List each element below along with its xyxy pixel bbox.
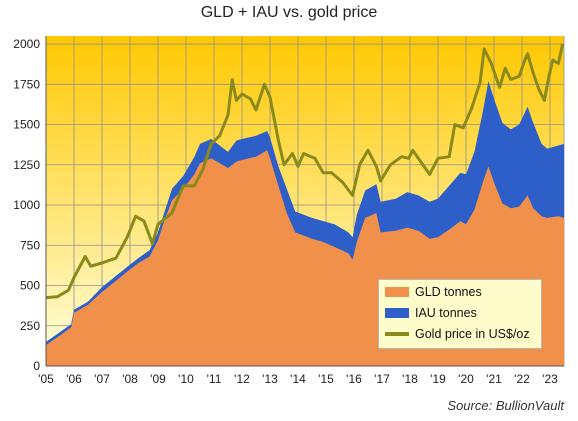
x-tick-label: '08: [122, 372, 138, 386]
legend-label-iau: IAU tonnes: [415, 306, 477, 320]
x-tick-label: '10: [178, 372, 194, 386]
y-tick-label: 750: [20, 238, 40, 252]
y-tick-label: 250: [20, 319, 40, 333]
legend-swatch-gold-price: [385, 332, 409, 336]
x-tick-label: '06: [66, 372, 82, 386]
x-tick-label: '05: [38, 372, 54, 386]
x-tick-label: '14: [290, 372, 306, 386]
x-tick-label: '16: [346, 372, 362, 386]
x-tick-label: '13: [262, 372, 278, 386]
axes: 0 250 500 750 1000 1250 1500 1750 2000 '05 '06 '07 '…: [13, 36, 564, 386]
legend-swatch-iau: [385, 308, 409, 318]
chart-title: GLD + IAU vs. gold price: [200, 4, 378, 21]
x-tick-label: '21: [486, 372, 502, 386]
legend: GLD tonnes IAU tonnes Gold price in US$/…: [378, 279, 542, 349]
legend-item-gld: GLD tonnes: [385, 283, 482, 301]
x-tick-label: '17: [374, 372, 390, 386]
y-tick-label: 1000: [13, 198, 40, 212]
x-tick-label: '15: [318, 372, 334, 386]
x-tick-label: '12: [234, 372, 250, 386]
x-tick-label: '11: [207, 372, 222, 386]
legend-label-gld: GLD tonnes: [415, 285, 482, 299]
x-tick-label: '20: [458, 372, 474, 386]
x-tick-label: '07: [94, 372, 110, 386]
y-tick-label: 1500: [13, 118, 40, 132]
x-tick-label: '23: [542, 372, 558, 386]
y-tick-label: 0: [33, 359, 40, 373]
y-tick-label: 1250: [13, 158, 40, 172]
legend-label-gold-price: Gold price in US$/oz: [415, 327, 530, 341]
y-tick-label: 2000: [13, 37, 40, 51]
source-note: Source: BullionVault: [447, 398, 564, 413]
x-tick-label: '09: [150, 372, 166, 386]
series-line-gold-price: [45, 43, 565, 300]
legend-item-iau: IAU tonnes: [385, 304, 477, 322]
x-tick-label: '19: [430, 372, 446, 386]
x-tick-label: '18: [402, 372, 418, 386]
x-tick-label: '22: [514, 372, 530, 386]
y-tick-label: 1750: [13, 77, 40, 91]
legend-item-gold-price: Gold price in US$/oz: [385, 325, 530, 343]
legend-swatch-gld: [385, 287, 409, 297]
y-tick-label: 500: [20, 279, 40, 293]
